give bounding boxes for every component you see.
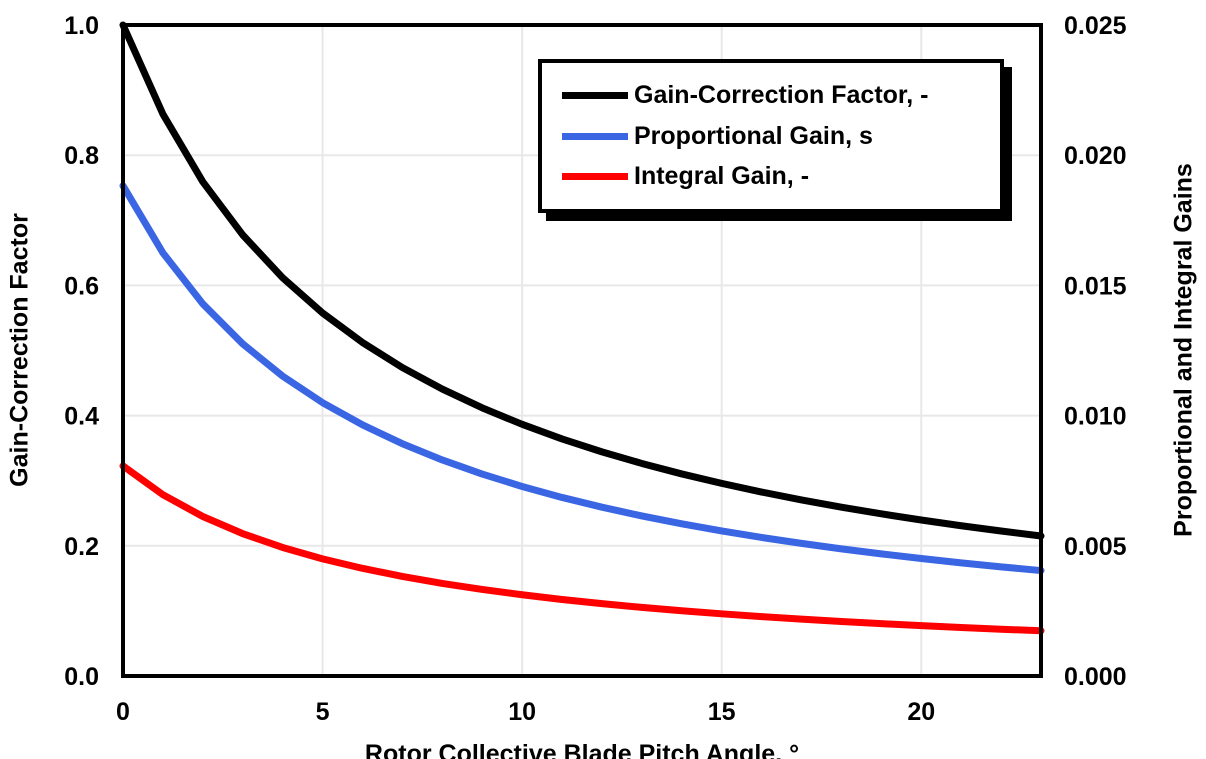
right-tick-label: 0.025: [1064, 12, 1127, 40]
left-tick-label: 0.4: [64, 403, 99, 431]
x-tick-label: 5: [316, 698, 330, 726]
series-line-2: [119, 462, 1045, 635]
right-tick-label: 0.020: [1064, 142, 1127, 170]
left-tick-label: 0.8: [64, 142, 99, 170]
legend-item: Gain-Correction Factor, -: [562, 81, 990, 110]
x-axis-title: Rotor Collective Blade Pitch Angle, °: [364, 740, 800, 759]
right-tick-label: 0.005: [1064, 533, 1127, 561]
right-tick-label: 0.000: [1064, 663, 1127, 691]
legend-label: Proportional Gain, s: [634, 121, 873, 150]
left-tick-label: 1.0: [64, 12, 99, 40]
right-tick-label: 0.010: [1064, 403, 1127, 431]
right-axis-title: Proportional and Integral Gains: [1169, 163, 1198, 537]
left-axis-title: Gain-Correction Factor: [5, 213, 34, 487]
series-line-0: [119, 21, 1045, 540]
legend-line-swatch: [562, 132, 628, 140]
left-tick-label: 0.2: [64, 533, 99, 561]
x-tick-label: 10: [508, 698, 536, 726]
legend-label: Gain-Correction Factor, -: [634, 80, 929, 109]
legend: Gain-Correction Factor, - Proportional G…: [538, 59, 1004, 213]
plot-border: [121, 23, 1043, 678]
x-tick-label: 0: [116, 698, 130, 726]
legend-item: Proportional Gain, s: [562, 122, 990, 151]
legend-item: Integral Gain, -: [562, 162, 990, 191]
left-tick-label: 0.6: [64, 272, 99, 300]
series-line-1: [119, 182, 1045, 575]
legend-line-swatch: [562, 173, 628, 181]
x-tick-label: 20: [907, 698, 935, 726]
legend-line-swatch: [562, 91, 628, 99]
right-tick-label: 0.015: [1064, 272, 1127, 300]
legend-label: Integral Gain, -: [634, 162, 810, 191]
left-tick-label: 0.0: [64, 663, 99, 691]
x-tick-label: 15: [708, 698, 736, 726]
